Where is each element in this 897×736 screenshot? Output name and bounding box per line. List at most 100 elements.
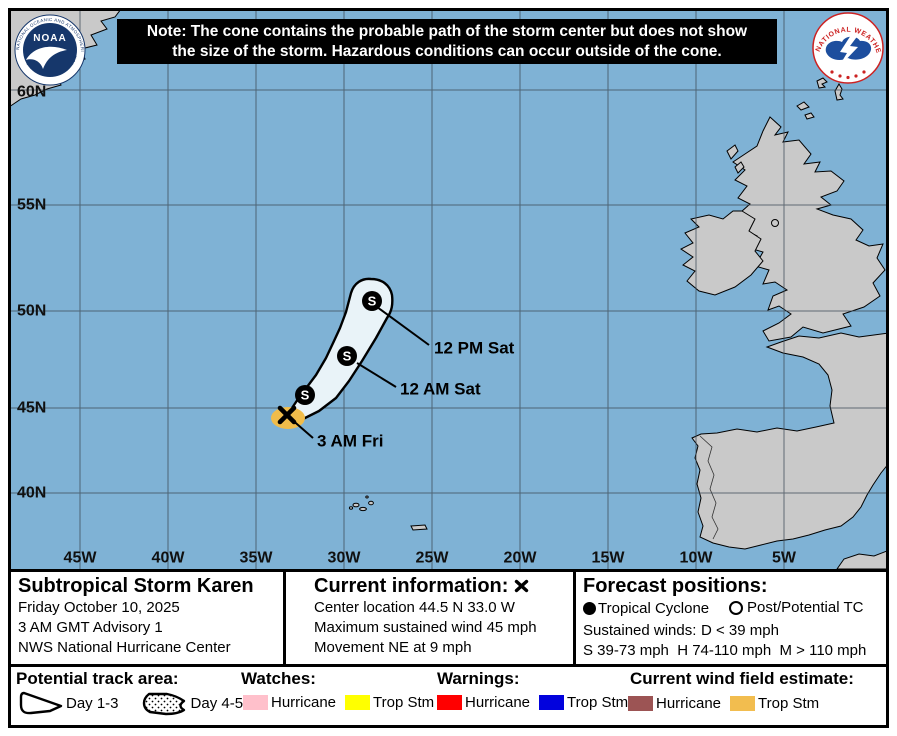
d-category-label: D < 39 mph (701, 622, 779, 639)
north-africa-landmass (836, 550, 886, 569)
current-center-location: Center location 44.5 N 33.0 W (314, 599, 515, 616)
forecast-point (362, 291, 382, 311)
current-position-x-marker (277, 405, 297, 425)
forecast-point-symbol: S (368, 294, 377, 309)
current-info-title: Current information: (314, 575, 573, 598)
isle-of-man (771, 219, 779, 227)
hurricane-wind-field-label: Hurricane (656, 695, 722, 712)
post-potential-tc-label: Post/Potential TC (747, 599, 864, 616)
lon-label: 5W (772, 550, 797, 567)
forecast-point-symbol: S (343, 349, 352, 364)
cone-note-line1: Note: The cone contains the probable pat… (146, 23, 748, 40)
shetland-islands (834, 83, 844, 101)
forecast-point (337, 346, 357, 366)
hurricane-watch-swatch (243, 695, 268, 710)
tropical-storm-watch-swatch (345, 695, 371, 710)
hurricane-wind-field-swatch (628, 696, 653, 711)
lon-label: 35W (240, 550, 274, 567)
current-info-panel: Current information: Center location 44.… (283, 572, 573, 664)
lat-label: 40N (17, 485, 46, 502)
lat-label: 55N (17, 197, 46, 214)
forecast-symbols-line: Tropical Cyclone Post/Potential TC (583, 598, 886, 621)
tropical-cyclone-label: Tropical Cyclone (598, 599, 710, 617)
forecast-positions-panel: Forecast positions: Tropical Cyclone Post… (573, 572, 886, 664)
basemap-svg: 60N 55N 50N 45N 40N 45W 40W 35W 30W 25W … (11, 11, 886, 569)
graphic-frame: 60N 55N 50N 45N 40N 45W 40W 35W 30W 25W … (8, 8, 889, 728)
hebrides-islands (726, 144, 745, 174)
warnings-items: Hurricane Trop Stm (437, 694, 637, 711)
tropical-storm-warning-label: Trop Stm (567, 694, 629, 711)
tropical-storm-wind-field-swatch (730, 696, 756, 711)
watches-title: Watches: (241, 669, 316, 688)
time-label-3am-fri: 3 AM Fri (317, 432, 383, 451)
hurricane-warning-label: Hurricane (465, 694, 531, 711)
forecast-map: 60N 55N 50N 45N 40N 45W 40W 35W 30W 25W … (11, 11, 886, 569)
info-row: Subtropical Storm Karen Friday October 1… (11, 569, 886, 664)
forecast-positions-title: Forecast positions: (583, 575, 768, 597)
day1-3-label: Day 1-3 (66, 695, 119, 712)
portugal-spain-border (699, 435, 719, 540)
noaa-gull-icon (26, 46, 67, 69)
lon-label: 45W (64, 550, 98, 567)
tropical-cyclone-key: Tropical Cyclone (583, 599, 729, 619)
track-time-labels: 3 AM Fri 12 AM Sat 12 PM Sat (317, 339, 515, 451)
lat-label: 45N (17, 400, 46, 417)
storm-title: Subtropical Storm Karen (18, 575, 254, 597)
storm-agency: NWS National Hurricane Center (18, 639, 231, 656)
sustained-winds-line: Sustained winds: D < 39 mph (583, 621, 886, 641)
forecast-point (295, 385, 315, 405)
noaa-logo-label: NOAA (33, 33, 66, 44)
tropical-storm-watch-label: Trop Stm (373, 694, 435, 711)
day4-5-label: Day 4-5 (190, 695, 244, 712)
time-label-12am-sat: 12 AM Sat (400, 380, 481, 399)
storm-advisory: 3 AM GMT Advisory 1 (18, 619, 163, 636)
tropical-storm-wind-field-label: Trop Stm (758, 695, 820, 712)
ireland-landmass (680, 210, 764, 296)
current-position-x-icon (515, 579, 529, 593)
post-potential-tc-key: Post/Potential TC (729, 598, 863, 618)
faroe-islands (816, 77, 828, 89)
lon-label: 20W (504, 550, 538, 567)
watches-items: Hurricane Trop Stm (243, 694, 443, 711)
longitude-labels: 45W 40W 35W 30W 25W 20W 15W 10W 5W (64, 550, 797, 567)
lon-label: 15W (592, 550, 626, 567)
nws-stars (830, 70, 866, 80)
forecast-point-symbol: S (301, 388, 310, 403)
storm-info-panel: Subtropical Storm Karen Friday October 1… (11, 572, 283, 664)
storm-date: Friday October 10, 2025 (18, 599, 180, 616)
azores-islands (348, 495, 428, 531)
current-movement: Movement NE at 9 mph (314, 639, 472, 656)
open-circle-icon (729, 601, 743, 615)
hurricane-warning-swatch (437, 695, 462, 710)
wind-field-title: Current wind field estimate: (630, 669, 854, 688)
hurricane-watch-label: Hurricane (271, 694, 337, 711)
lat-label: 60N (17, 84, 46, 101)
warnings-title: Warnings: (437, 669, 520, 688)
filled-circle-icon (583, 602, 596, 615)
noaa-logo: NATIONAL OCEANIC AND ATMOSPHERIC ADMINIS… (14, 14, 86, 86)
time-label-12pm-sat: 12 PM Sat (434, 339, 515, 358)
sustained-winds-label: Sustained winds: (583, 622, 697, 639)
legend-row: Potential track area: Day 1-3 Day 4-5 Wa… (11, 664, 886, 725)
nws-lightning-icon (838, 32, 859, 68)
potential-track-area-title: Potential track area: (16, 669, 179, 688)
nws-logo: NATIONAL WEATHER SERVICE (812, 12, 884, 84)
day1-3-cone-icon (19, 691, 63, 715)
potential-track-area-items: Day 1-3 Day 4-5 (19, 691, 252, 716)
landmasses (11, 11, 886, 569)
shm-categories-line: S 39-73 mph H 74-110 mph M > 110 mph (583, 642, 867, 659)
lon-label: 25W (416, 550, 450, 567)
day4-5-cone-icon (142, 692, 185, 716)
latitude-labels: 60N 55N 50N 45N 40N (17, 84, 46, 502)
lat-label: 50N (17, 303, 46, 320)
graticule (11, 11, 886, 569)
cone-note-line2: the size of the storm. Hazardous conditi… (172, 42, 722, 60)
cone-note: Note: The cone contains the probable pat… (117, 19, 777, 64)
lon-label: 30W (328, 550, 362, 567)
current-max-wind: Maximum sustained wind 45 mph (314, 619, 537, 636)
lon-label: 40W (152, 550, 186, 567)
forecast-points: S S S (295, 291, 382, 405)
current-info-title-text: Current information: (314, 575, 509, 597)
tropical-storm-warning-swatch (539, 695, 565, 710)
orkney-islands (796, 101, 815, 120)
